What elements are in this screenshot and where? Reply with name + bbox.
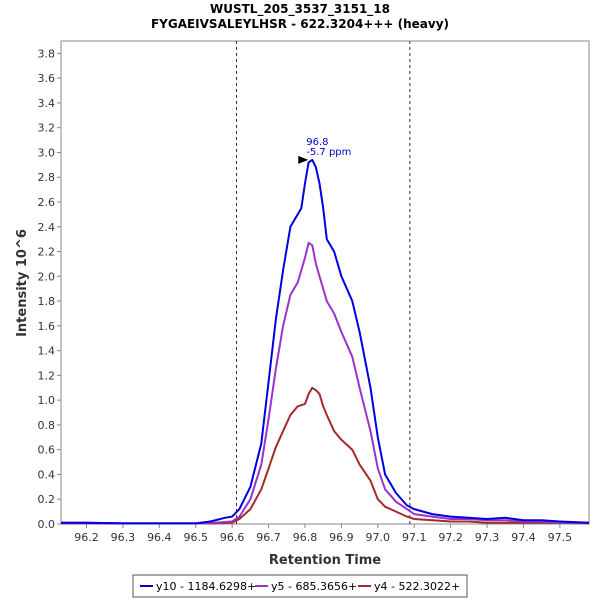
legend-entry: y4 - 522.3022+ <box>374 580 460 593</box>
y-tick-label: 1.6 <box>38 320 56 333</box>
y-tick-label: 3.8 <box>38 47 56 60</box>
x-axis-ticks: 96.2 96.3 96.4 96.5 96.6 96.7 96.8 96.9 97.0 97.1… <box>74 524 572 544</box>
chart-title: WUSTL_205_3537_3151_18 <box>210 2 390 17</box>
y-tick-label: 0.2 <box>38 493 56 506</box>
y-tick-label: 2.0 <box>38 270 56 283</box>
y-tick-label: 3.6 <box>38 72 56 85</box>
x-tick-label: 96.3 <box>111 531 136 544</box>
x-tick-label: 97.1 <box>402 531 427 544</box>
y-tick-label: 1.8 <box>38 295 56 308</box>
peak-ppm-label: -5.7 ppm <box>306 147 351 158</box>
y-tick-label: 1.0 <box>38 394 56 407</box>
x-tick-label: 96.2 <box>74 531 99 544</box>
y-tick-label: 0.4 <box>38 468 56 481</box>
plot-area <box>60 40 590 525</box>
series-line <box>61 386 590 525</box>
x-tick-label: 96.9 <box>329 531 354 544</box>
x-tick-label: 96.5 <box>183 531 208 544</box>
y-tick-label: 2.8 <box>38 171 56 184</box>
x-tick-label: 97.4 <box>511 531 536 544</box>
legend-entry: y5 - 685.3656+ <box>271 580 357 593</box>
y-tick-label: 0.0 <box>38 518 56 531</box>
legend-box <box>132 574 468 598</box>
x-tick-label: 96.6 <box>220 531 245 544</box>
y-tick-label: 2.6 <box>38 196 56 209</box>
x-axis-label: Retention Time <box>269 553 381 568</box>
legend: y10 - 1184.6298+ y5 - 685.3656+ y4 - 522.3… <box>132 574 468 598</box>
y-tick-label: 2.4 <box>38 221 56 234</box>
y-tick-label: 3.2 <box>38 122 56 135</box>
chart-subtitle: FYGAEIVSALEYLHSR - 622.3204+++ (heavy) <box>151 17 449 31</box>
y-tick-label: 0.8 <box>38 419 56 432</box>
y-tick-label: 3.4 <box>38 97 56 110</box>
y-axis-ticks: 0.0 0.2 0.4 0.6 0.8 1.0 1.2 1.4 1.6 1.8 2.0 2.2 2.4 2… <box>38 47 61 531</box>
legend-entry: y10 - 1184.6298+ <box>156 580 256 593</box>
y-tick-label: 1.4 <box>38 345 56 358</box>
x-tick-label: 96.7 <box>256 531 281 544</box>
series-line <box>61 241 589 525</box>
y-tick-label: 3.0 <box>38 146 56 159</box>
x-tick-label: 97.5 <box>548 531 573 544</box>
peak-boundaries <box>236 41 411 524</box>
y-tick-label: 1.2 <box>38 369 56 382</box>
series-layer <box>61 158 590 525</box>
y-tick-label: 0.6 <box>38 444 56 457</box>
y-tick-label: 2.2 <box>38 246 56 259</box>
peak-arrow-icon <box>298 155 309 164</box>
x-tick-label: 96.4 <box>147 531 172 544</box>
peak-rt-label: 96.8 <box>306 137 328 148</box>
peak-annotation: 96.8-5.7 ppm <box>298 137 351 164</box>
y-axis-label: Intensity 10^6 <box>15 229 30 337</box>
x-tick-label: 97.2 <box>438 531 463 544</box>
x-tick-label: 96.8 <box>293 531 318 544</box>
series-line <box>61 158 590 525</box>
x-tick-label: 97.3 <box>475 531 500 544</box>
x-tick-label: 97.0 <box>366 531 391 544</box>
